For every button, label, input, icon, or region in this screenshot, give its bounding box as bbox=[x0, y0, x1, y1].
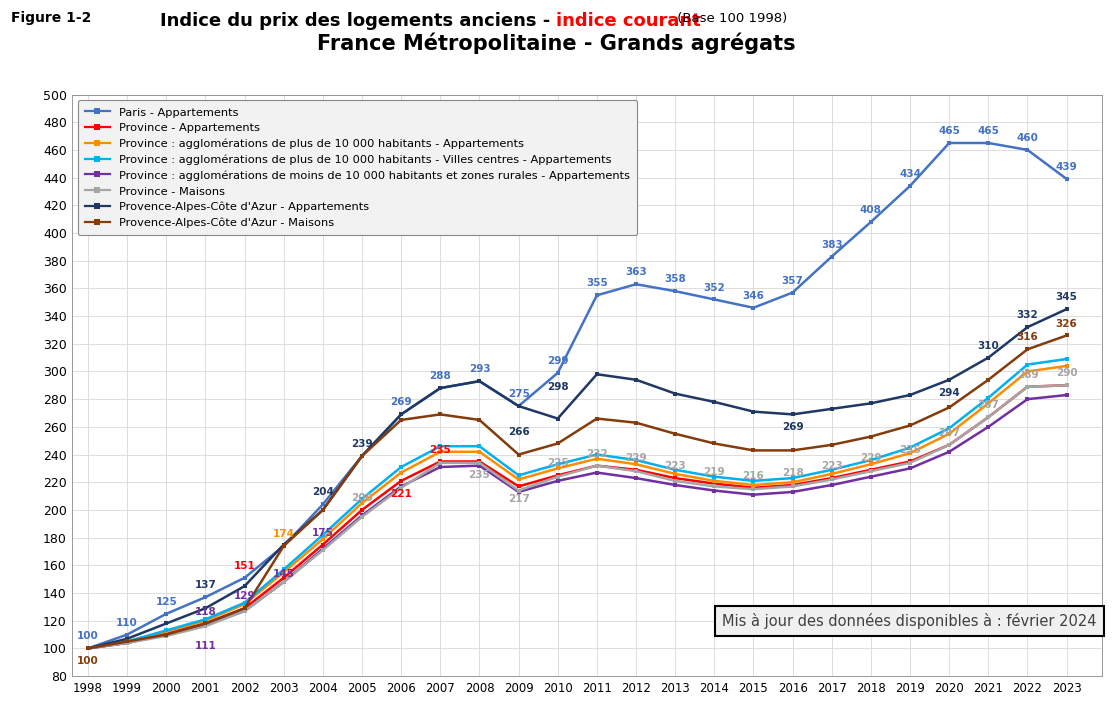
Text: 357: 357 bbox=[781, 276, 804, 286]
Text: 275: 275 bbox=[508, 389, 530, 399]
Text: 465: 465 bbox=[977, 126, 999, 136]
Text: 204: 204 bbox=[312, 488, 334, 497]
Text: 137: 137 bbox=[195, 580, 216, 590]
Text: 460: 460 bbox=[1016, 133, 1038, 143]
Text: 232: 232 bbox=[587, 449, 608, 459]
Text: 290: 290 bbox=[1056, 369, 1077, 378]
Legend: Paris - Appartements, Province - Appartements, Province : agglomérations de plus: Paris - Appartements, Province - Apparte… bbox=[78, 100, 637, 235]
Text: 217: 217 bbox=[508, 494, 530, 505]
Text: 326: 326 bbox=[1056, 318, 1077, 329]
Text: (Base 100 1998): (Base 100 1998) bbox=[673, 12, 788, 25]
Text: 218: 218 bbox=[781, 468, 804, 478]
Text: 408: 408 bbox=[860, 205, 881, 215]
Text: 465: 465 bbox=[938, 126, 961, 136]
Text: 111: 111 bbox=[195, 641, 216, 651]
Text: 235: 235 bbox=[469, 470, 491, 480]
Text: 100: 100 bbox=[77, 632, 99, 641]
Text: 332: 332 bbox=[1016, 310, 1038, 320]
Text: 216: 216 bbox=[742, 471, 765, 481]
Text: 293: 293 bbox=[469, 364, 490, 374]
Text: 129: 129 bbox=[234, 591, 255, 601]
Text: 175: 175 bbox=[312, 528, 334, 537]
Text: 223: 223 bbox=[664, 461, 686, 471]
Text: 434: 434 bbox=[899, 169, 922, 179]
Text: 289: 289 bbox=[1016, 370, 1038, 379]
Text: 223: 223 bbox=[821, 461, 843, 471]
Text: 267: 267 bbox=[977, 401, 999, 410]
Text: 110: 110 bbox=[116, 618, 138, 627]
Text: 269: 269 bbox=[781, 422, 804, 433]
Text: indice courant: indice courant bbox=[556, 12, 701, 30]
Text: 345: 345 bbox=[1056, 292, 1077, 302]
Text: 200: 200 bbox=[351, 493, 373, 503]
Text: 346: 346 bbox=[742, 291, 765, 301]
Text: 352: 352 bbox=[703, 283, 726, 292]
Text: 363: 363 bbox=[626, 268, 647, 277]
Text: 145: 145 bbox=[273, 569, 295, 579]
Text: 229: 229 bbox=[626, 453, 647, 463]
Text: 221: 221 bbox=[391, 489, 412, 499]
Text: 174: 174 bbox=[273, 529, 295, 539]
Text: 269: 269 bbox=[391, 398, 412, 407]
Text: 288: 288 bbox=[430, 371, 451, 381]
Text: 383: 383 bbox=[821, 240, 843, 249]
Text: 299: 299 bbox=[546, 356, 569, 366]
Text: France Métropolitaine - Grands agrégats: France Métropolitaine - Grands agrégats bbox=[317, 33, 796, 55]
Text: 316: 316 bbox=[1016, 332, 1038, 342]
Text: 219: 219 bbox=[703, 467, 726, 477]
Text: 235: 235 bbox=[430, 444, 451, 454]
Text: Indice du prix des logements anciens -: Indice du prix des logements anciens - bbox=[160, 12, 556, 30]
Text: Mis à jour des données disponibles à : février 2024: Mis à jour des données disponibles à : f… bbox=[722, 613, 1096, 629]
Text: 151: 151 bbox=[234, 561, 256, 571]
Text: Figure 1-2: Figure 1-2 bbox=[11, 11, 91, 25]
Text: 439: 439 bbox=[1056, 162, 1077, 172]
Text: 100: 100 bbox=[77, 656, 99, 667]
Text: 266: 266 bbox=[508, 427, 530, 437]
Text: 310: 310 bbox=[977, 341, 999, 350]
Text: 294: 294 bbox=[938, 387, 961, 398]
Text: 358: 358 bbox=[664, 274, 686, 284]
Text: 235: 235 bbox=[899, 444, 920, 454]
Text: 298: 298 bbox=[546, 382, 569, 393]
Text: 239: 239 bbox=[352, 439, 373, 449]
Text: 118: 118 bbox=[195, 606, 216, 616]
Text: 229: 229 bbox=[860, 453, 881, 463]
Text: 247: 247 bbox=[938, 428, 961, 438]
Text: 355: 355 bbox=[587, 278, 608, 289]
Text: 125: 125 bbox=[156, 597, 177, 607]
Text: 225: 225 bbox=[546, 459, 569, 468]
